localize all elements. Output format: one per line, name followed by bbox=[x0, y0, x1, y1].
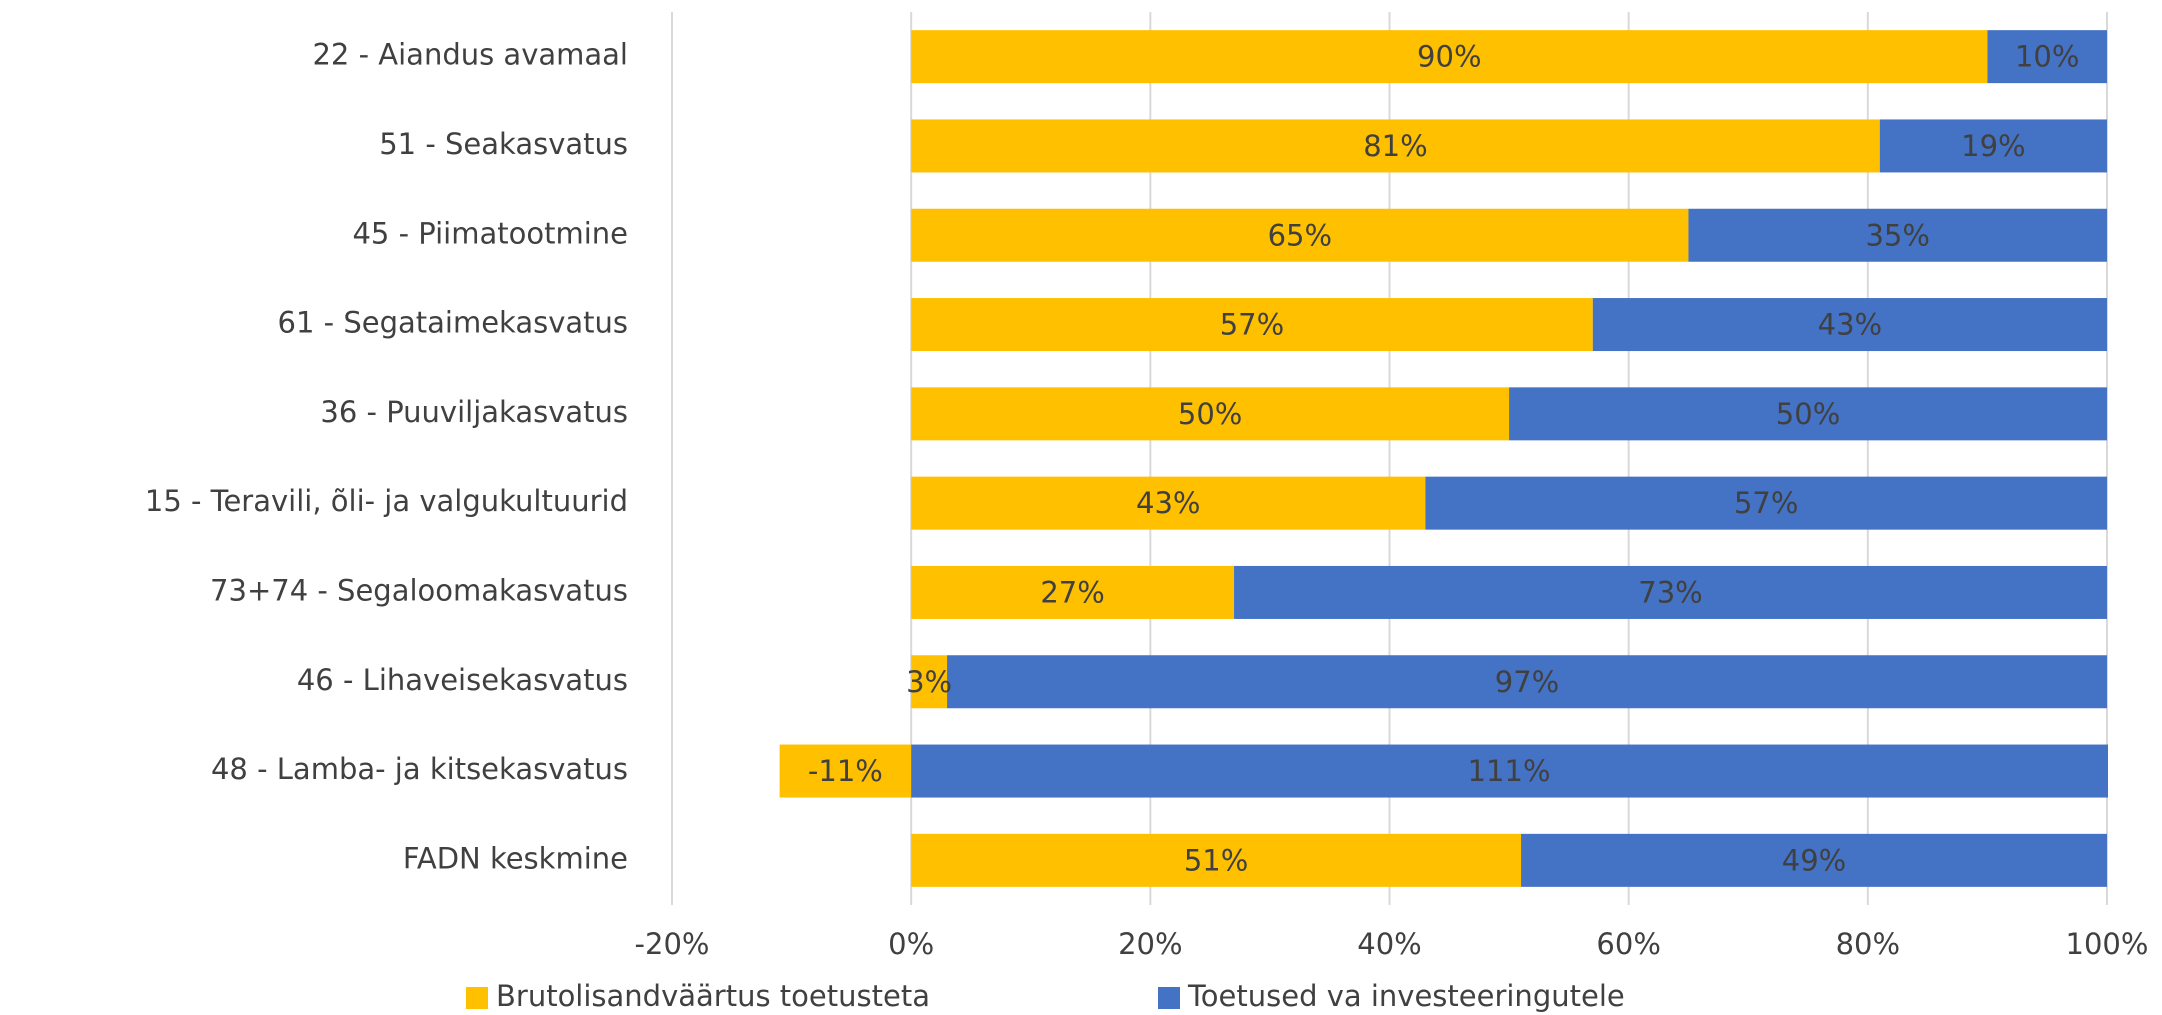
y-tick-label: 61 - Segataimekasvatus bbox=[278, 306, 628, 340]
bar-segment bbox=[911, 655, 948, 709]
legend-swatch bbox=[466, 987, 488, 1009]
legend-label: Toetused va investeeringutele bbox=[1187, 979, 1625, 1013]
y-tick-label: 45 - Piimatootmine bbox=[352, 216, 628, 250]
data-label: 49% bbox=[1782, 843, 1846, 877]
data-label: 10% bbox=[2015, 40, 2079, 74]
data-label: -11% bbox=[808, 754, 883, 788]
bar-segment bbox=[947, 655, 2107, 709]
bar-segment bbox=[911, 30, 1988, 84]
bar-segment bbox=[1234, 565, 2107, 619]
bar-segment bbox=[911, 833, 1522, 887]
data-label: 57% bbox=[1734, 486, 1798, 520]
bar-segment bbox=[1521, 833, 2107, 887]
bar-segment bbox=[911, 565, 1235, 619]
data-label: 90% bbox=[1417, 40, 1481, 74]
bar-segment bbox=[911, 119, 1880, 173]
data-label: 19% bbox=[1961, 129, 2025, 163]
y-tick-label: 36 - Puuviljakasvatus bbox=[320, 395, 628, 429]
bar-segment bbox=[1425, 476, 2107, 530]
bar-segment bbox=[1509, 387, 2107, 441]
x-tick-label: -20% bbox=[635, 927, 710, 961]
y-tick-label: 15 - Teravili, õli- ja valgukultuurid bbox=[145, 484, 628, 518]
y-tick-label: 73+74 - Segaloomakasvatus bbox=[210, 573, 628, 607]
bar-segment bbox=[911, 476, 1426, 530]
bar-segment bbox=[1879, 119, 2107, 173]
data-label: 81% bbox=[1363, 129, 1427, 163]
bar-segment bbox=[911, 744, 2108, 798]
y-tick-label: FADN keskmine bbox=[403, 841, 628, 875]
data-label: 51% bbox=[1184, 843, 1248, 877]
x-tick-label: 60% bbox=[1596, 927, 1660, 961]
x-tick-label: 0% bbox=[888, 927, 934, 961]
bar-segment bbox=[1987, 30, 2107, 84]
x-tick-label: 80% bbox=[1836, 927, 1900, 961]
bar-segment bbox=[911, 208, 1689, 262]
y-tick-label: 22 - Aiandus avamaal bbox=[312, 38, 628, 72]
labels: -20% 0% 20% 40% 60% 80% 100% 22 - Aiandus avama… bbox=[145, 38, 2149, 1013]
data-label: 50% bbox=[1776, 397, 1840, 431]
data-label: 43% bbox=[1818, 308, 1882, 342]
data-label: 27% bbox=[1040, 575, 1104, 609]
legend-swatch bbox=[1158, 987, 1180, 1009]
data-label: 50% bbox=[1178, 397, 1242, 431]
data-label: 43% bbox=[1136, 486, 1200, 520]
y-tick-label: 51 - Seakasvatus bbox=[379, 127, 628, 161]
bar-segment bbox=[779, 744, 912, 798]
x-tick-label: 40% bbox=[1357, 927, 1421, 961]
data-label: 65% bbox=[1268, 218, 1332, 252]
x-tick-label: 20% bbox=[1118, 927, 1182, 961]
legend-label: Brutolisandväärtus toetusteta bbox=[496, 979, 930, 1013]
data-label: 111% bbox=[1468, 754, 1551, 788]
bar-segment bbox=[911, 387, 1510, 441]
bar-segment bbox=[1688, 208, 2107, 262]
bar-segment bbox=[1592, 298, 2107, 352]
x-tick-label: 100% bbox=[2066, 927, 2149, 961]
bars bbox=[779, 30, 2108, 887]
data-label: 3% bbox=[906, 665, 952, 699]
data-label: 73% bbox=[1638, 575, 1702, 609]
y-tick-label: 46 - Lihaveisekasvatus bbox=[297, 663, 628, 697]
bar-segment bbox=[911, 298, 1593, 352]
data-label: 57% bbox=[1220, 308, 1284, 342]
y-tick-label: 48 - Lamba- ja kitsekasvatus bbox=[211, 752, 628, 786]
data-label: 97% bbox=[1495, 665, 1559, 699]
data-label: 35% bbox=[1865, 218, 1929, 252]
